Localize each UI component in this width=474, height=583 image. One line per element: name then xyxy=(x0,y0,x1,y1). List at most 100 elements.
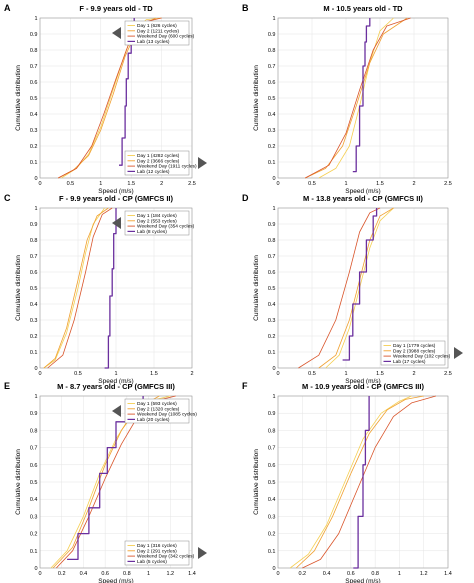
y-tick-label: 1 xyxy=(272,394,275,400)
x-tick-label: 1.5 xyxy=(376,181,384,187)
y-tick-label: 0.6 xyxy=(268,463,276,469)
y-tick-label: 0.5 xyxy=(30,286,38,292)
y-tick-label: 0.7 xyxy=(30,254,38,260)
y-tick-label: 0.4 xyxy=(268,497,276,503)
legend-entry: Day 2 (3988 cycles) xyxy=(393,348,436,354)
legend-entry: Day 2 (3666 cycles) xyxy=(137,158,180,164)
x-tick-label: 2 xyxy=(160,181,163,187)
x-tick-label: 1 xyxy=(147,571,150,577)
x-tick-label: 2.5 xyxy=(444,371,452,377)
x-tick-label: 0 xyxy=(276,181,279,187)
y-tick-label: 0.7 xyxy=(268,64,276,70)
panel-letter: E xyxy=(4,381,10,391)
legend-lower-right: Day 1 (4282 cycles)Day 2 (3666 cycles)We… xyxy=(124,150,207,176)
legend-entry: Day 1 (316 cycles) xyxy=(137,543,177,549)
x-axis-label: Speed (m/s) xyxy=(345,578,380,583)
x-tick-label: 0.6 xyxy=(101,571,109,577)
series-line-2 xyxy=(305,17,408,179)
y-axis-label: Cumulative distribution xyxy=(15,255,22,321)
legend-entry: Day 1 (626 cycles) xyxy=(137,23,177,29)
y-tick-label: 0.4 xyxy=(30,302,38,308)
x-tick-label: 1.5 xyxy=(150,371,158,377)
legend-callout-arrow-icon xyxy=(112,217,121,229)
legend-entry: Weekend Day (342 cycles) xyxy=(137,554,195,560)
x-axis-label: Speed (m/s) xyxy=(345,188,380,195)
series-line-4 xyxy=(104,208,117,369)
series-line-4 xyxy=(352,18,371,173)
y-tick-label: 0 xyxy=(34,176,37,182)
series-line-3 xyxy=(305,17,411,179)
x-tick-label: 0.5 xyxy=(308,181,316,187)
y-tick-label: 0.5 xyxy=(30,480,38,486)
y-axis-label: Cumulative distribution xyxy=(253,449,260,515)
y-tick-label: 0.4 xyxy=(268,112,276,118)
y-tick-label: 1 xyxy=(272,206,275,212)
y-tick-label: 1 xyxy=(34,394,37,400)
panel-title: F - 9.9 years old - TD xyxy=(79,4,153,13)
panel-title: M - 8.7 years old - CP (GMFCS III) xyxy=(57,382,175,391)
x-tick-label: 1 xyxy=(344,181,347,187)
y-tick-label: 0.3 xyxy=(268,318,276,324)
y-tick-label: 0.4 xyxy=(30,497,38,503)
x-tick-label: 0.5 xyxy=(308,371,316,377)
legend-callout-arrow-icon xyxy=(112,27,121,39)
legend-entry: Lab (13 cycles) xyxy=(137,39,170,45)
y-tick-label: 0 xyxy=(272,366,275,372)
y-tick-label: 0.6 xyxy=(268,270,276,276)
y-tick-label: 0 xyxy=(34,566,37,572)
y-tick-label: 0.2 xyxy=(30,532,38,538)
y-tick-label: 0.1 xyxy=(30,350,38,356)
y-tick-label: 0.6 xyxy=(268,80,276,86)
y-tick-label: 0.9 xyxy=(268,411,276,417)
legend-callout-arrow-icon xyxy=(112,405,121,417)
legend-entry: Day 1 (184 cycles) xyxy=(137,213,177,219)
y-tick-label: 0.2 xyxy=(30,144,38,150)
y-tick-label: 0.9 xyxy=(30,411,38,417)
y-tick-label: 0.1 xyxy=(268,350,276,356)
series-line-3 xyxy=(47,207,113,369)
legend-entry: Weekend Day (102 cycles) xyxy=(393,354,451,360)
y-tick-label: 0.7 xyxy=(30,446,38,452)
legend-callout-arrow-icon xyxy=(198,547,207,559)
y-tick-label: 0.8 xyxy=(30,48,38,54)
x-tick-label: 1 xyxy=(99,181,102,187)
x-tick-label: 1 xyxy=(344,371,347,377)
y-tick-label: 0.7 xyxy=(268,446,276,452)
legend-lower-right: Day 1 (1779 cycles)Day 2 (3988 cycles)We… xyxy=(380,340,463,366)
y-tick-label: 1 xyxy=(272,16,275,22)
panel-letter: D xyxy=(242,193,249,203)
y-tick-label: 0.3 xyxy=(30,318,38,324)
panel-a: 0 0.5 1 1.5 2 2.5 0 0.1 0.2 0.3 0.4 0.5 0.6 0.7 0.8 0.9… xyxy=(4,3,207,195)
y-axis-label: Cumulative distribution xyxy=(15,449,22,515)
x-tick-label: 1.4 xyxy=(444,571,452,577)
panel-title: M - 10.9 years old - CP (GMFCS III) xyxy=(302,382,424,391)
plot-frame xyxy=(277,207,449,369)
legend-box xyxy=(124,398,190,424)
legend-upper-right: Day 1 (626 cycles)Day 2 (1211 cycles)Wee… xyxy=(112,20,195,46)
legend-entry: Lab (5 cycles) xyxy=(137,559,167,565)
panel-d: 0 0.5 1 1.5 2 2.5 0 0.1 0.2 0.3 0.4 0.5 0.6 0.7 0.8 0.9… xyxy=(242,193,463,385)
legend-entry: Day 1 (1779 cycles) xyxy=(393,343,436,349)
legend-entry: Day 2 (553 cycles) xyxy=(137,218,177,224)
y-tick-label: 0.2 xyxy=(268,532,276,538)
panel-letter: B xyxy=(242,3,249,13)
plot-frame xyxy=(39,395,193,569)
y-tick-label: 0.2 xyxy=(268,144,276,150)
series-line-1 xyxy=(43,207,105,369)
y-tick-label: 0 xyxy=(34,366,37,372)
panel-letter: A xyxy=(4,3,11,13)
x-tick-label: 0.6 xyxy=(347,571,355,577)
y-tick-label: 0.9 xyxy=(268,32,276,38)
x-tick-label: 0 xyxy=(38,371,41,377)
x-axis-label: Speed (m/s) xyxy=(98,378,133,385)
x-tick-label: 0 xyxy=(276,571,279,577)
legend-entry: Lab (12 cycles) xyxy=(137,169,170,175)
y-tick-label: 0.2 xyxy=(30,334,38,340)
x-tick-label: 0.2 xyxy=(58,571,66,577)
y-tick-label: 0.6 xyxy=(30,80,38,86)
x-tick-label: 0 xyxy=(38,571,41,577)
legend-callout-arrow-icon xyxy=(198,157,207,169)
legend-entry: Day 1 (4282 cycles) xyxy=(137,153,180,159)
y-tick-label: 0.3 xyxy=(30,514,38,520)
